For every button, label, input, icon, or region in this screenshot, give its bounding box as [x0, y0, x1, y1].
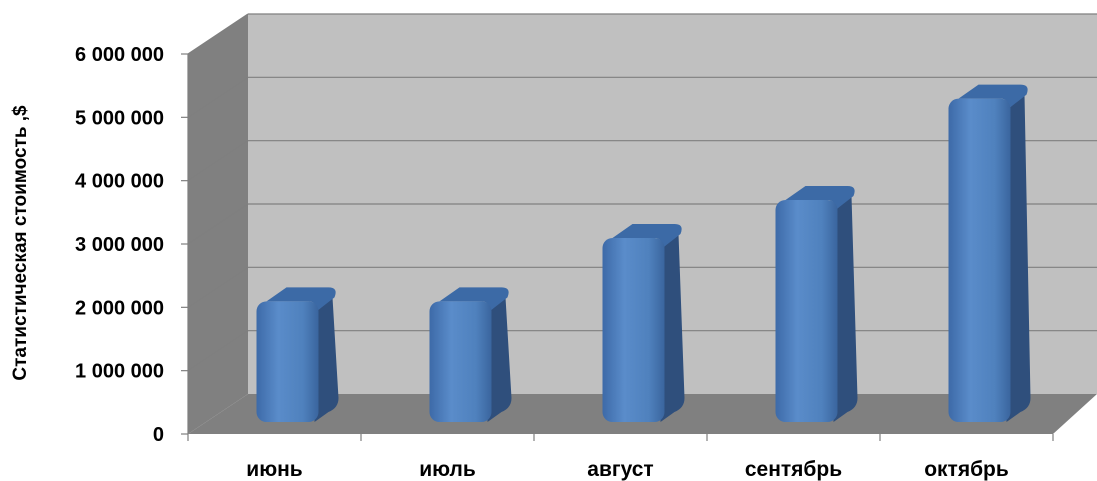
bar-top — [612, 224, 682, 248]
gridline — [187, 266, 249, 308]
bar — [256, 287, 339, 422]
y-tick-label: 0 — [153, 424, 164, 446]
x-tick-label: октябрь — [924, 458, 1009, 481]
bar — [948, 84, 1031, 423]
bar-side — [314, 297, 339, 422]
bar-front — [602, 238, 665, 422]
y-tick-label: 1 000 000 — [75, 361, 164, 383]
x-tick-label: август — [587, 458, 653, 481]
gridline — [187, 13, 249, 55]
y-tick-label: 5 000 000 — [75, 107, 164, 129]
x-tick-labels: июнь июль август сентябрь октябрь — [246, 458, 1009, 481]
bar — [775, 186, 858, 422]
bar-side — [1006, 94, 1031, 423]
bar-top — [785, 186, 855, 210]
axes — [181, 53, 1054, 441]
bar-side — [487, 297, 512, 422]
x-tick-label: июль — [419, 458, 476, 481]
y-tick-label: 6 000 000 — [75, 44, 164, 66]
gridline — [187, 76, 249, 118]
y-tick-label: 4 000 000 — [75, 171, 164, 193]
y-tick-labels: 0 1 000 000 2 000 000 3 000 000 4 000 000 5 0… — [75, 44, 164, 446]
gridline — [187, 140, 249, 182]
y-tick-label: 3 000 000 — [75, 234, 164, 256]
bar-front — [948, 98, 1011, 423]
bars — [256, 84, 1031, 423]
bar — [602, 224, 685, 422]
bar-front — [429, 301, 492, 422]
y-axis-label: Статистическая стоимость ,$ — [10, 105, 31, 381]
bar-top — [266, 287, 336, 312]
gridline — [187, 203, 249, 245]
bar — [429, 287, 512, 422]
bar-side — [833, 196, 858, 422]
gridline — [187, 330, 249, 372]
bar-front — [775, 200, 838, 422]
x-tick-label: сентябрь — [745, 458, 842, 481]
y-tick-label: 2 000 000 — [75, 297, 164, 319]
x-tick-label: июнь — [246, 458, 303, 481]
bar-top — [439, 287, 509, 312]
bar-front — [256, 301, 319, 422]
bar-side — [660, 234, 685, 422]
bar-top — [958, 84, 1028, 109]
